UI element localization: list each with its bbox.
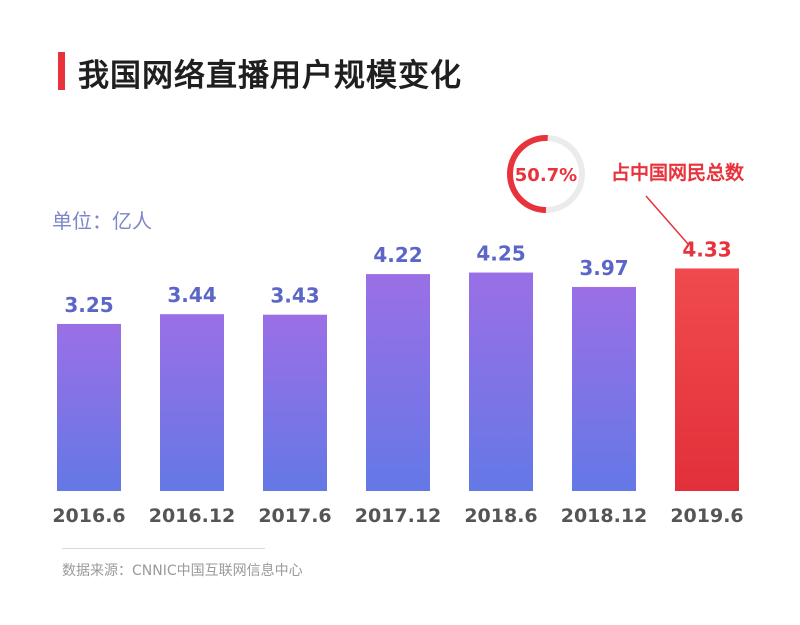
page-title: 我国网络直播用户规模变化 [78, 58, 462, 94]
value-label-2016.12: 3.44 [167, 283, 216, 307]
title-accent-bar [58, 52, 65, 90]
unit-label: 单位：亿人 [52, 209, 152, 233]
value-label-2019.6: 4.33 [682, 237, 731, 261]
bar-2017.6 [263, 314, 327, 491]
callout-line [645, 195, 689, 245]
value-label-2018.6: 4.25 [476, 242, 525, 266]
bar-2016.6 [57, 323, 121, 491]
x-tick-label-2016.6: 2016.6 [52, 505, 125, 527]
bar-2018.6 [469, 272, 533, 491]
x-tick-label-2018.12: 2018.12 [561, 505, 648, 527]
value-label-2017.6: 3.43 [270, 284, 319, 308]
bar-2016.12 [160, 314, 224, 491]
x-tick-label-2018.6: 2018.6 [464, 505, 537, 527]
x-tick-label-2019.6: 2019.6 [670, 505, 743, 527]
value-label-2017.12: 4.22 [373, 243, 422, 267]
data-source: 数据来源：CNNIC中国互联网信息中心 [62, 563, 303, 579]
bar-2019.6 [675, 268, 739, 491]
x-tick-label-2016.12: 2016.12 [149, 505, 236, 527]
bar-2018.12 [572, 286, 636, 491]
x-tick-label-2017.6: 2017.6 [258, 505, 331, 527]
x-tick-label-2017.12: 2017.12 [355, 505, 442, 527]
share-ring-arc [507, 135, 585, 213]
value-label-2018.12: 3.97 [579, 256, 628, 280]
source-divider [62, 548, 265, 549]
bar-2017.12 [366, 274, 430, 491]
share-percent: 50.7% [515, 165, 577, 186]
share-label: 占中国网民总数 [611, 162, 745, 184]
value-label-2016.6: 3.25 [64, 293, 113, 317]
